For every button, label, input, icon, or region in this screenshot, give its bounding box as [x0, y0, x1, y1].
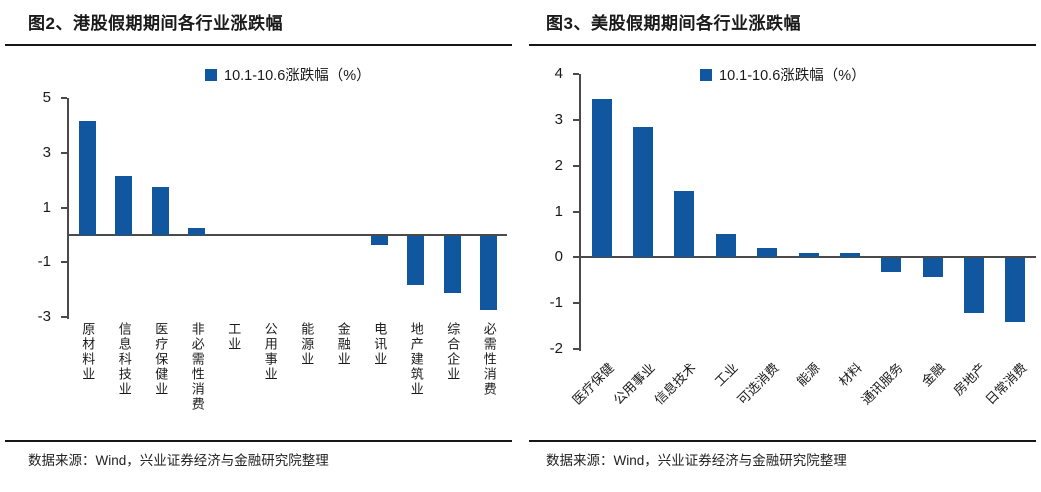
y-axis-tick — [573, 210, 579, 213]
bar-能源 — [798, 252, 819, 258]
x-category-label: 医疗保健 — [569, 360, 617, 408]
y-tick-label: 4 — [554, 65, 563, 82]
y-axis-tick — [61, 261, 67, 264]
bar-地产建筑业 — [407, 235, 425, 286]
legend-label: 10.1-10.6涨跌幅（%） — [719, 68, 866, 84]
bar-综合企业 — [443, 235, 461, 294]
x-category-label: 通讯服务 — [858, 360, 906, 408]
x-category-label: 材料 — [835, 360, 865, 390]
bar-原材料业 — [78, 121, 96, 235]
x-category-label: 公用事业 — [610, 360, 658, 408]
x-category-label: 信息科技业 — [116, 322, 132, 397]
x-category-label: 医疗保健业 — [153, 322, 169, 397]
legend-label: 10.1-10.6涨跌幅（%） — [224, 68, 371, 84]
bar-可选消费 — [757, 248, 778, 258]
bar-必需性消费 — [480, 235, 498, 310]
x-category-label: 可选消费 — [734, 360, 782, 408]
x-category-label: 综合企业 — [445, 322, 461, 382]
y-tick-label: 0 — [554, 248, 563, 266]
us-title-rule — [529, 44, 1036, 46]
hk-chart-title: 图2、港股假期期间各行业涨跌幅 — [28, 14, 283, 33]
x-category-label: 能源业 — [299, 322, 315, 367]
hk-title-rule — [5, 44, 512, 46]
y-tick-label: -1 — [549, 294, 563, 312]
hk-plot-area: 5 3 1 -1 -3 原材料业 信息科技业 医疗保健业 非必需性消费 工业 公用事业 能源业 金融业 电… — [0, 0, 520, 492]
y-tick-label: 2 — [554, 156, 563, 174]
bar-电讯业 — [370, 235, 388, 246]
us-source-note: 数据来源：Wind，兴业证券经济与金融研究院整理 — [546, 453, 847, 468]
bar-非必需性消费 — [188, 228, 206, 235]
x-category-label: 能源 — [794, 360, 824, 390]
y-tick-label: -2 — [549, 340, 563, 357]
bar-工业 — [715, 234, 736, 258]
y-axis-tick — [61, 151, 67, 154]
y-tick-label: -3 — [37, 308, 51, 325]
x-category-label: 电讯业 — [372, 322, 388, 367]
x-category-label: 金融 — [918, 360, 948, 390]
x-category-label: 日常消费 — [982, 360, 1031, 408]
x-category-label: 必需性消费 — [481, 322, 497, 397]
y-axis-tick — [573, 302, 579, 305]
hk-source-note: 数据来源：Wind，兴业证券经济与金融研究院整理 — [28, 453, 329, 468]
bar-医疗保健 — [591, 99, 612, 258]
y-axis-tick — [61, 206, 67, 209]
y-axis-tick — [573, 164, 579, 167]
zero-axis-line — [579, 256, 1036, 259]
y-tick-label: 1 — [42, 198, 51, 216]
y-tick-label: 3 — [554, 110, 563, 128]
y-axis-tick — [573, 73, 579, 75]
bar-公用事业 — [633, 126, 654, 258]
x-category-label: 信息技术 — [651, 360, 700, 408]
us-bottom-rule — [529, 440, 1036, 442]
x-category-label: 公用事业 — [262, 322, 278, 382]
y-tick-label: 3 — [42, 143, 51, 161]
bar-通讯服务 — [881, 258, 902, 273]
x-category-label: 非必需性消费 — [189, 322, 205, 412]
x-category-label: 原材料业 — [80, 322, 96, 382]
hk-chart-panel: 图2、港股假期期间各行业涨跌幅 10.1-10.6涨跌幅（%） 5 3 1 -1 -3 原… — [0, 0, 520, 492]
y-axis-tick — [573, 348, 579, 350]
y-tick-label: 5 — [42, 89, 51, 106]
y-tick-label: -1 — [37, 253, 51, 271]
y-axis-tick — [573, 118, 579, 121]
legend-swatch-icon — [700, 68, 712, 81]
bar-医疗保健业 — [151, 186, 169, 235]
us-chart-panel: 图3、美股假期期间各行业涨跌幅 10.1-10.6涨跌幅（%） 4 3 2 1 0 -1-… — [521, 0, 1041, 492]
y-tick-label: 1 — [554, 202, 563, 220]
bar-日常消费 — [1005, 258, 1026, 323]
x-category-label: 金融业 — [335, 322, 351, 367]
bar-房地产 — [963, 258, 984, 314]
bar-材料 — [839, 252, 860, 258]
y-axis-line — [579, 74, 581, 351]
hk-bottom-rule — [5, 440, 512, 442]
x-category-label: 工业 — [226, 322, 242, 352]
zero-axis-line — [67, 233, 507, 236]
bar-信息科技业 — [115, 176, 133, 235]
legend-swatch-icon — [205, 68, 217, 81]
x-category-label: 工业 — [711, 360, 741, 390]
us-legend: 10.1-10.6涨跌幅（%） — [700, 64, 866, 85]
y-axis-line — [67, 98, 69, 319]
bar-金融 — [922, 258, 943, 277]
bar-信息技术 — [674, 190, 695, 258]
hk-legend: 10.1-10.6涨跌幅（%） — [205, 64, 371, 85]
y-axis-tick — [61, 316, 67, 318]
us-chart-title: 图3、美股假期期间各行业涨跌幅 — [546, 14, 801, 33]
y-axis-tick — [573, 256, 579, 259]
us-plot-area: 4 3 2 1 0 -1 -2 医疗保健 公用事业 信息技术 工业 可选消费 能源 材料 通讯服务 金融 房地产… — [521, 0, 1041, 492]
y-axis-tick — [61, 97, 67, 99]
x-category-label: 地产建筑业 — [408, 322, 424, 397]
